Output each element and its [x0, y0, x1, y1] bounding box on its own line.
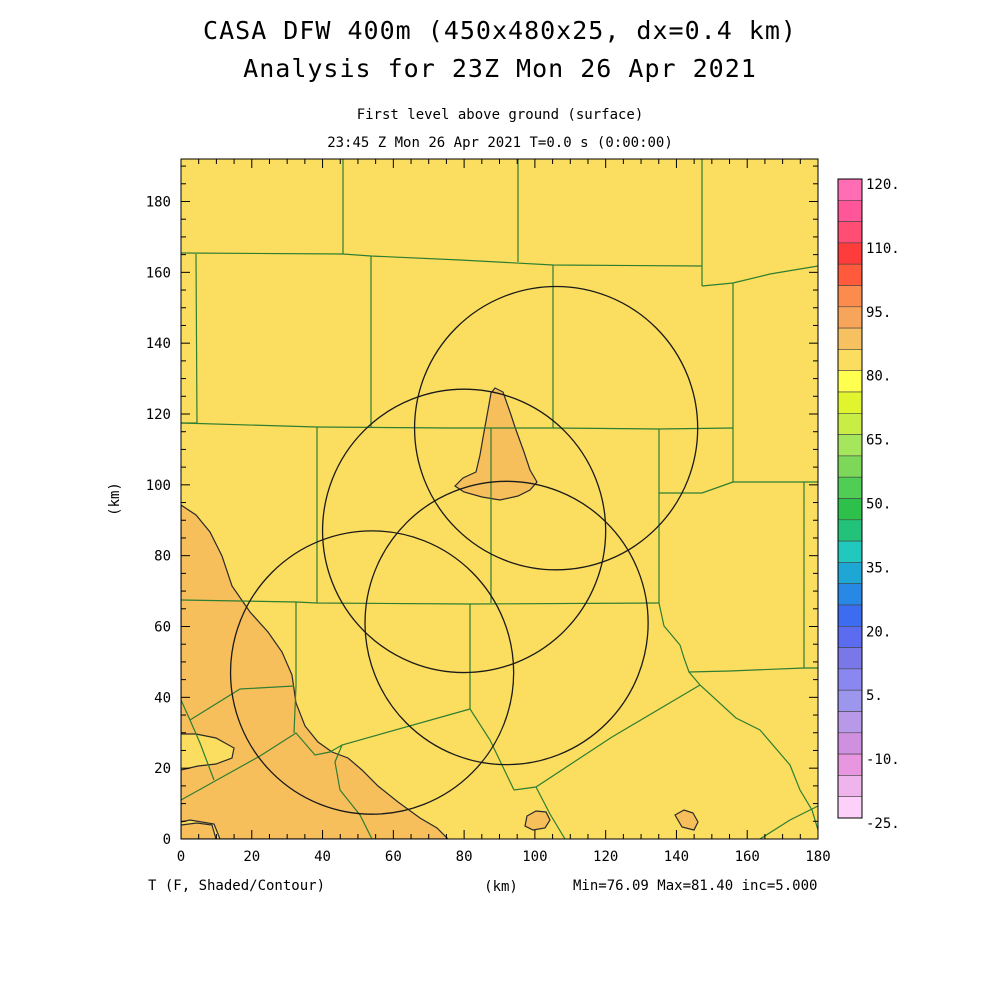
colorbar-swatch [837, 753, 863, 776]
y-tick-label: 140 [146, 336, 171, 352]
colorbar-swatch [837, 562, 863, 585]
colorbar-label: 20. [866, 624, 891, 640]
radar-ring-3 [229, 530, 515, 815]
y-tick-label: 60 [154, 620, 171, 636]
y-tick-label: 100 [146, 478, 171, 494]
colorbar-swatch [837, 178, 863, 201]
colorbar-swatch [837, 242, 863, 265]
warm-temperature-regions [181, 387, 699, 839]
x-tick-label: 100 [522, 849, 547, 865]
warm-spot-southeast [674, 809, 699, 831]
map-panel [181, 159, 818, 839]
colorbar-swatch [837, 775, 863, 798]
colorbar [837, 178, 863, 819]
colorbar-swatch [837, 391, 863, 414]
colorbar-label: 5. [866, 688, 883, 704]
colorbar-swatch [837, 455, 863, 478]
colorbar-swatch [837, 434, 863, 457]
radar-ring-4 [364, 480, 649, 766]
y-tick-label: 180 [146, 195, 171, 211]
colorbar-swatch [837, 498, 863, 521]
colorbar-swatch [837, 625, 863, 648]
colorbar-swatch [837, 327, 863, 350]
level-subtitle: First level above ground (surface) [356, 107, 644, 123]
colorbar-swatch [837, 285, 863, 308]
colorbar-swatch [837, 306, 863, 329]
y-tick-label: 80 [154, 549, 171, 565]
colorbar-swatch [837, 604, 863, 627]
colorbar-swatch [837, 200, 863, 222]
x-tick-label: 40 [314, 849, 331, 865]
colorbar-swatch [837, 412, 863, 435]
colorbar-label: 35. [866, 560, 891, 576]
colorbar-label: 65. [866, 433, 891, 449]
colorbar-label: -25. [866, 816, 900, 832]
x-tick-label: 180 [805, 849, 830, 865]
colorbar-swatch [837, 221, 863, 244]
x-axis-label: (km) [484, 879, 518, 895]
colorbar-label: 50. [866, 497, 891, 513]
x-tick-label: 0 [177, 849, 185, 865]
colorbar-swatch [837, 263, 863, 286]
colorbar-label: 120. [866, 177, 900, 193]
plot-title-line1: CASA DFW 400m (450x480x25, dx=0.4 km) [203, 16, 797, 45]
colorbar-swatch [837, 668, 863, 691]
colorbar-swatch [837, 519, 863, 542]
colorbar-labels: 120. 110. 95. 80. 65. 50. 35. 20. 5. -10. -25. [866, 177, 900, 832]
colorbar-label: 80. [866, 369, 891, 385]
colorbar-frame [837, 178, 863, 819]
variable-label: T (F, Shaded/Contour) [148, 878, 325, 894]
warm-region-southwest [181, 504, 449, 839]
colorbar-swatch [837, 349, 863, 371]
y-axis-label: (km) [107, 482, 123, 516]
y-tick-label: 40 [154, 690, 171, 706]
radar-ring-2 [321, 388, 607, 674]
colorbar-label: 95. [866, 305, 891, 321]
x-tick-label: 160 [735, 849, 760, 865]
colorbar-swatch [837, 732, 863, 755]
county-boundaries [181, 159, 818, 839]
colorbar-swatch [837, 476, 863, 499]
colorbar-swatch [837, 583, 863, 606]
colorbar-swatch [837, 711, 863, 734]
colorbar-label: -10. [866, 752, 900, 768]
x-tick-label: 20 [243, 849, 260, 865]
colorbar-swatch [837, 689, 863, 712]
colorbar-swatch [837, 370, 863, 393]
map-axes: 0 20 40 60 80 100 120 140 160 180 0 20 40 60 80 100 120 1… [146, 159, 831, 865]
y-tick-label: 20 [154, 761, 171, 777]
y-tick-label: 0 [163, 832, 171, 848]
colorbar-swatch [837, 647, 863, 670]
plot-title-line2: Analysis for 23Z Mon 26 Apr 2021 [243, 54, 757, 83]
x-tick-label: 60 [385, 849, 402, 865]
radar-range-rings [229, 285, 699, 815]
radar-ring-1 [413, 285, 699, 571]
x-tick-label: 140 [664, 849, 689, 865]
y-tick-label: 160 [146, 265, 171, 281]
y-tick-label: 120 [146, 407, 171, 423]
warm-spot-south [524, 810, 551, 831]
statistics-label: Min=76.09 Max=81.40 inc=5.000 [573, 878, 817, 894]
colorbar-label: 110. [866, 241, 900, 257]
time-subtitle: 23:45 Z Mon 26 Apr 2021 T=0.0 s (0:00:00… [327, 135, 673, 151]
colorbar-swatch [837, 540, 863, 563]
colorbar-swatch [837, 796, 863, 819]
x-tick-label: 120 [593, 849, 618, 865]
x-tick-label: 80 [456, 849, 473, 865]
